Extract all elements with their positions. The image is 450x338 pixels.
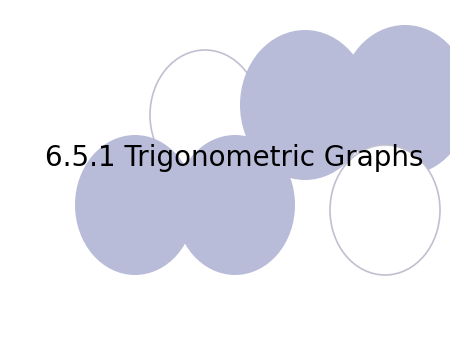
Ellipse shape [175, 135, 295, 275]
Ellipse shape [75, 135, 195, 275]
Ellipse shape [330, 145, 440, 275]
Ellipse shape [240, 30, 370, 180]
Ellipse shape [340, 25, 450, 175]
Text: 6.5.1 Trigonometric Graphs: 6.5.1 Trigonometric Graphs [45, 144, 423, 172]
Ellipse shape [150, 50, 260, 180]
